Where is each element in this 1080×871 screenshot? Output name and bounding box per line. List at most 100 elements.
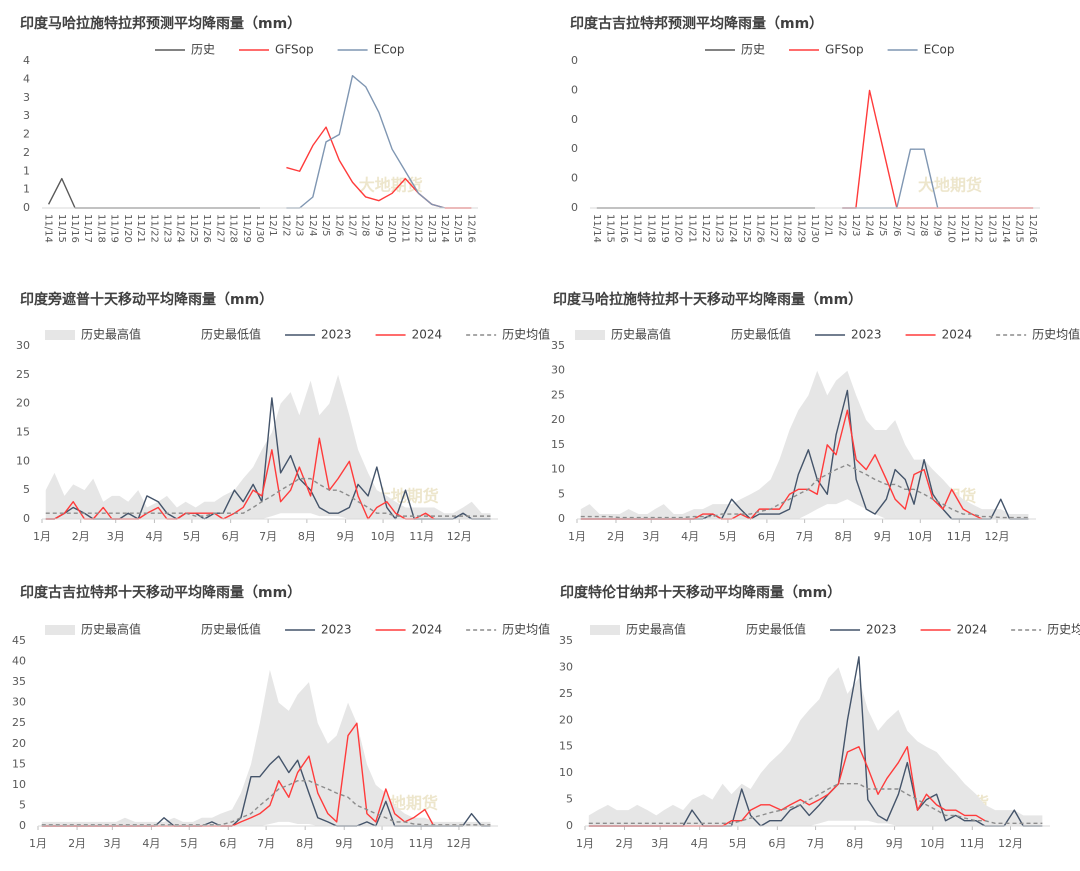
y-tick-label: 0 — [19, 819, 26, 832]
legend-label: 历史最高值 — [81, 327, 141, 342]
x-tick-label: 11/21 — [686, 214, 697, 243]
x-tick-label: 12/13 — [986, 214, 997, 243]
chart-title: 印度旁遮普十天移动平均降雨量（mm） — [20, 291, 273, 308]
x-tick-label: 11/14 — [43, 214, 54, 243]
x-tick-label: 1月 — [568, 530, 586, 543]
x-tick-label: 11/30 — [809, 214, 820, 243]
x-tick-label: 11/20 — [122, 214, 133, 243]
y-tick-label: 30 — [551, 364, 565, 377]
x-tick-label: 5月 — [180, 837, 198, 850]
legend-label: 2024 — [957, 623, 988, 637]
legend-label: 历史最低值 — [201, 622, 261, 637]
y-tick-label: 25 — [12, 716, 26, 729]
y-tick-label: 1 — [23, 183, 30, 196]
legend-label: 历史最高值 — [81, 622, 141, 637]
area — [588, 820, 1043, 826]
chart-title: 印度马哈拉施特拉邦预测平均降雨量（mm） — [20, 15, 301, 32]
y-tick-label: 40 — [12, 655, 26, 668]
y-tick-label: 20 — [559, 713, 573, 726]
x-tick-label: 7月 — [807, 837, 825, 850]
x-tick-label: 11/19 — [109, 214, 120, 243]
y-tick-label: 35 — [551, 339, 565, 352]
x-tick-label: 11/30 — [254, 214, 265, 243]
y-tick-label: 20 — [551, 413, 565, 426]
x-tick-label: 12/1 — [267, 214, 278, 236]
y-tick-label: 25 — [559, 687, 573, 700]
line — [286, 75, 446, 209]
x-tick-label: 6月 — [222, 530, 240, 543]
x-tick-label: 12/12 — [973, 214, 984, 243]
legend-label: 历史最低值 — [201, 327, 261, 342]
x-tick-label: 2月 — [615, 837, 633, 850]
area — [580, 370, 1029, 519]
y-tick-label: 0 — [566, 819, 573, 832]
line — [45, 477, 491, 517]
x-tick-label: 9月 — [886, 837, 904, 850]
legend-swatch — [45, 625, 75, 635]
y-tick-label: 15 — [16, 426, 30, 439]
x-tick-label: 11/14 — [591, 214, 602, 243]
x-tick-label: 1月 — [29, 837, 47, 850]
x-tick-label: 11/15 — [56, 214, 67, 243]
y-tick-label: 20 — [12, 737, 26, 750]
x-tick-label: 12/5 — [877, 214, 888, 236]
x-tick-label: 2月 — [72, 530, 90, 543]
area — [41, 821, 491, 826]
y-tick-label: 2 — [23, 128, 30, 141]
legend-label: 历史最低值 — [731, 327, 791, 342]
x-tick-label: 11月 — [960, 837, 985, 850]
y-tick-label: 15 — [559, 740, 573, 753]
x-tick-label: 12/6 — [333, 214, 344, 236]
x-tick-label: 12/10 — [945, 214, 956, 243]
legend-label: 2023 — [851, 328, 882, 342]
chart-title: 印度特伦甘纳邦十天移动平均降雨量（mm） — [560, 584, 841, 601]
legend-swatch — [695, 330, 726, 340]
x-tick-label: 11/18 — [95, 214, 106, 243]
x-tick-label: 11/19 — [659, 214, 670, 243]
x-tick-label: 9月 — [335, 837, 353, 850]
legend-label: 历史最高值 — [611, 327, 671, 342]
x-tick-label: 11月 — [409, 530, 434, 543]
x-tick-label: 11/27 — [214, 214, 225, 243]
x-tick-label: 11/29 — [241, 214, 252, 243]
x-tick-label: 11/23 — [162, 214, 173, 243]
y-tick-label: 30 — [16, 339, 30, 352]
x-tick-label: 12/2 — [836, 214, 847, 236]
x-tick-label: 6月 — [219, 837, 237, 850]
x-tick-label: 7月 — [796, 530, 814, 543]
y-tick-label: 0 — [571, 54, 578, 67]
x-tick-label: 11/22 — [700, 214, 711, 243]
x-tick-label: 3月 — [107, 530, 125, 543]
y-tick-label: 10 — [551, 463, 565, 476]
y-tick-label: 0 — [571, 113, 578, 126]
x-tick-label: 11/26 — [754, 214, 765, 243]
y-tick-label: 10 — [559, 766, 573, 779]
y-tick-label: 10 — [12, 778, 26, 791]
x-tick-label: 12/7 — [346, 214, 357, 236]
y-tick-label: 0 — [571, 172, 578, 185]
x-tick-label: 12/16 — [465, 214, 476, 243]
legend-label: 历史均值 — [502, 622, 550, 637]
x-tick-label: 12/14 — [439, 214, 450, 243]
area — [41, 669, 491, 826]
chart-title: 印度古吉拉特邦十天移动平均降雨量（mm） — [20, 584, 301, 601]
x-tick-label: 10月 — [370, 837, 395, 850]
x-tick-label: 12/3 — [294, 214, 305, 236]
legend-label: 历史最低值 — [746, 622, 806, 637]
legend-swatch — [590, 625, 620, 635]
y-tick-label: 45 — [12, 634, 26, 647]
x-tick-label: 12月 — [447, 530, 472, 543]
x-tick-label: 3月 — [103, 837, 121, 850]
x-tick-label: 11/16 — [618, 214, 629, 243]
chart-title: 印度古吉拉特邦预测平均降雨量（mm） — [570, 15, 823, 32]
y-tick-label: 3 — [23, 91, 30, 104]
x-tick-label: 12/8 — [918, 214, 929, 236]
area — [45, 374, 491, 519]
x-tick-label: 12/9 — [373, 214, 384, 236]
y-tick-label: 10 — [16, 454, 30, 467]
x-tick-label: 12/2 — [280, 214, 291, 236]
x-tick-label: 10月 — [920, 837, 945, 850]
x-tick-label: 5月 — [729, 837, 747, 850]
area — [588, 667, 1043, 826]
